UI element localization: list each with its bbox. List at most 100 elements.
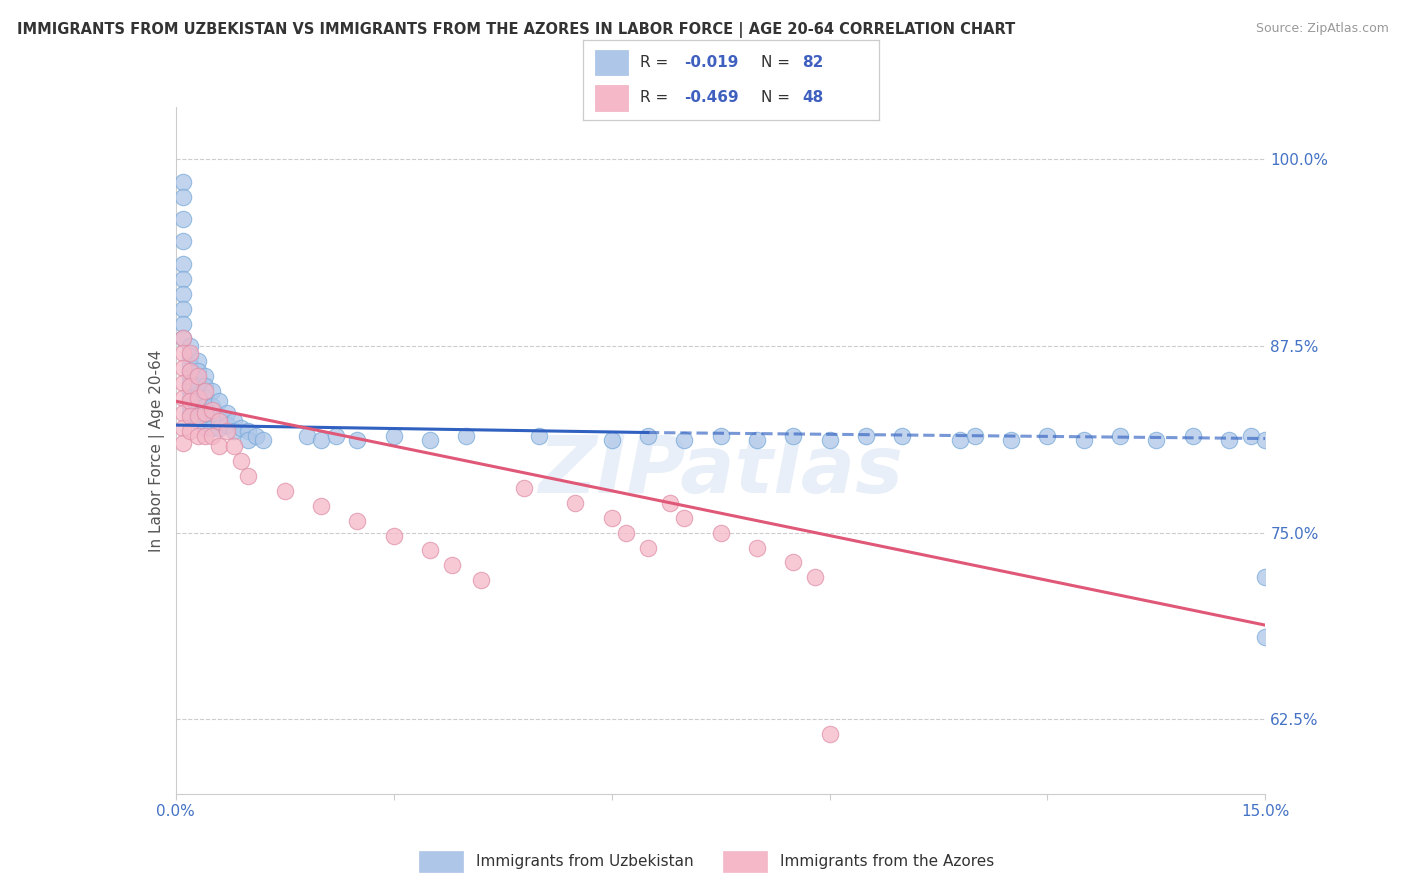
Point <box>382 528 405 542</box>
Point <box>325 428 347 442</box>
Point <box>186 414 209 428</box>
Point <box>186 391 209 405</box>
Point <box>179 359 201 373</box>
Point <box>1109 428 1132 442</box>
Point <box>745 433 768 447</box>
Point <box>194 384 217 398</box>
Point <box>201 428 224 442</box>
Point <box>194 409 217 423</box>
Point <box>208 439 231 453</box>
Point <box>658 496 681 510</box>
Text: -0.469: -0.469 <box>683 90 738 105</box>
Point <box>470 574 492 588</box>
Point <box>419 433 441 447</box>
Point <box>1146 433 1168 447</box>
Point <box>179 379 201 393</box>
Point <box>172 286 194 301</box>
Point <box>456 428 478 442</box>
Point <box>194 379 217 393</box>
Point <box>179 399 201 413</box>
Point <box>215 418 238 433</box>
Point <box>179 391 201 405</box>
Point <box>600 433 623 447</box>
Point <box>637 428 659 442</box>
Point <box>564 496 586 510</box>
Point <box>527 428 550 442</box>
Point <box>208 394 231 409</box>
Text: N =: N = <box>761 55 790 70</box>
Point <box>804 570 827 584</box>
Bar <box>419 851 464 871</box>
Point <box>172 331 194 345</box>
Point <box>194 428 217 442</box>
Text: -0.019: -0.019 <box>683 55 738 70</box>
Point <box>891 428 914 442</box>
Point <box>1218 433 1240 447</box>
Point <box>186 409 209 423</box>
Point <box>208 414 231 428</box>
Point <box>179 384 201 398</box>
Point <box>201 399 224 413</box>
Text: R =: R = <box>640 55 668 70</box>
Point <box>172 189 194 203</box>
Text: ZIPatlas: ZIPatlas <box>538 432 903 510</box>
Point <box>513 481 536 495</box>
Point <box>172 212 194 227</box>
Point <box>172 406 194 420</box>
Point <box>208 421 231 435</box>
Point <box>222 414 245 428</box>
Point <box>1254 630 1277 644</box>
Point <box>245 428 267 442</box>
Point <box>179 364 201 378</box>
Text: Immigrants from Uzbekistan: Immigrants from Uzbekistan <box>475 854 693 869</box>
Point <box>186 373 209 387</box>
Point <box>1073 433 1095 447</box>
Point <box>855 428 877 442</box>
Point <box>673 510 696 524</box>
Point <box>179 364 201 378</box>
Point <box>172 436 194 450</box>
Point <box>710 428 733 442</box>
Point <box>186 388 209 402</box>
Point <box>201 421 224 435</box>
Point <box>208 409 231 423</box>
Point <box>238 433 260 447</box>
Point <box>172 421 194 435</box>
Point <box>179 368 201 383</box>
Point <box>179 394 201 409</box>
Point <box>186 354 209 368</box>
Point <box>963 428 986 442</box>
Point <box>172 376 194 391</box>
Point <box>238 424 260 438</box>
Point <box>614 525 637 540</box>
Point <box>186 368 209 383</box>
Point <box>215 424 238 438</box>
Text: 48: 48 <box>801 90 824 105</box>
Point <box>201 384 224 398</box>
Point <box>179 350 201 364</box>
Point <box>172 361 194 376</box>
Point <box>252 433 274 447</box>
Point <box>186 379 209 393</box>
Bar <box>595 50 627 76</box>
Point <box>231 421 253 435</box>
Point <box>194 399 217 413</box>
Point <box>186 428 209 442</box>
Point <box>1181 428 1204 442</box>
Point <box>179 424 201 438</box>
Point <box>274 483 297 498</box>
Point <box>1036 428 1059 442</box>
Point <box>346 514 368 528</box>
Point <box>215 406 238 420</box>
Point <box>231 454 253 468</box>
Point <box>179 376 201 391</box>
Bar <box>723 851 768 871</box>
Text: R =: R = <box>640 90 668 105</box>
Point <box>710 525 733 540</box>
Point <box>201 409 224 423</box>
Y-axis label: In Labor Force | Age 20-64: In Labor Force | Age 20-64 <box>149 350 165 551</box>
Point <box>222 424 245 438</box>
Point <box>172 271 194 285</box>
Point <box>179 346 201 360</box>
Point <box>309 499 332 513</box>
